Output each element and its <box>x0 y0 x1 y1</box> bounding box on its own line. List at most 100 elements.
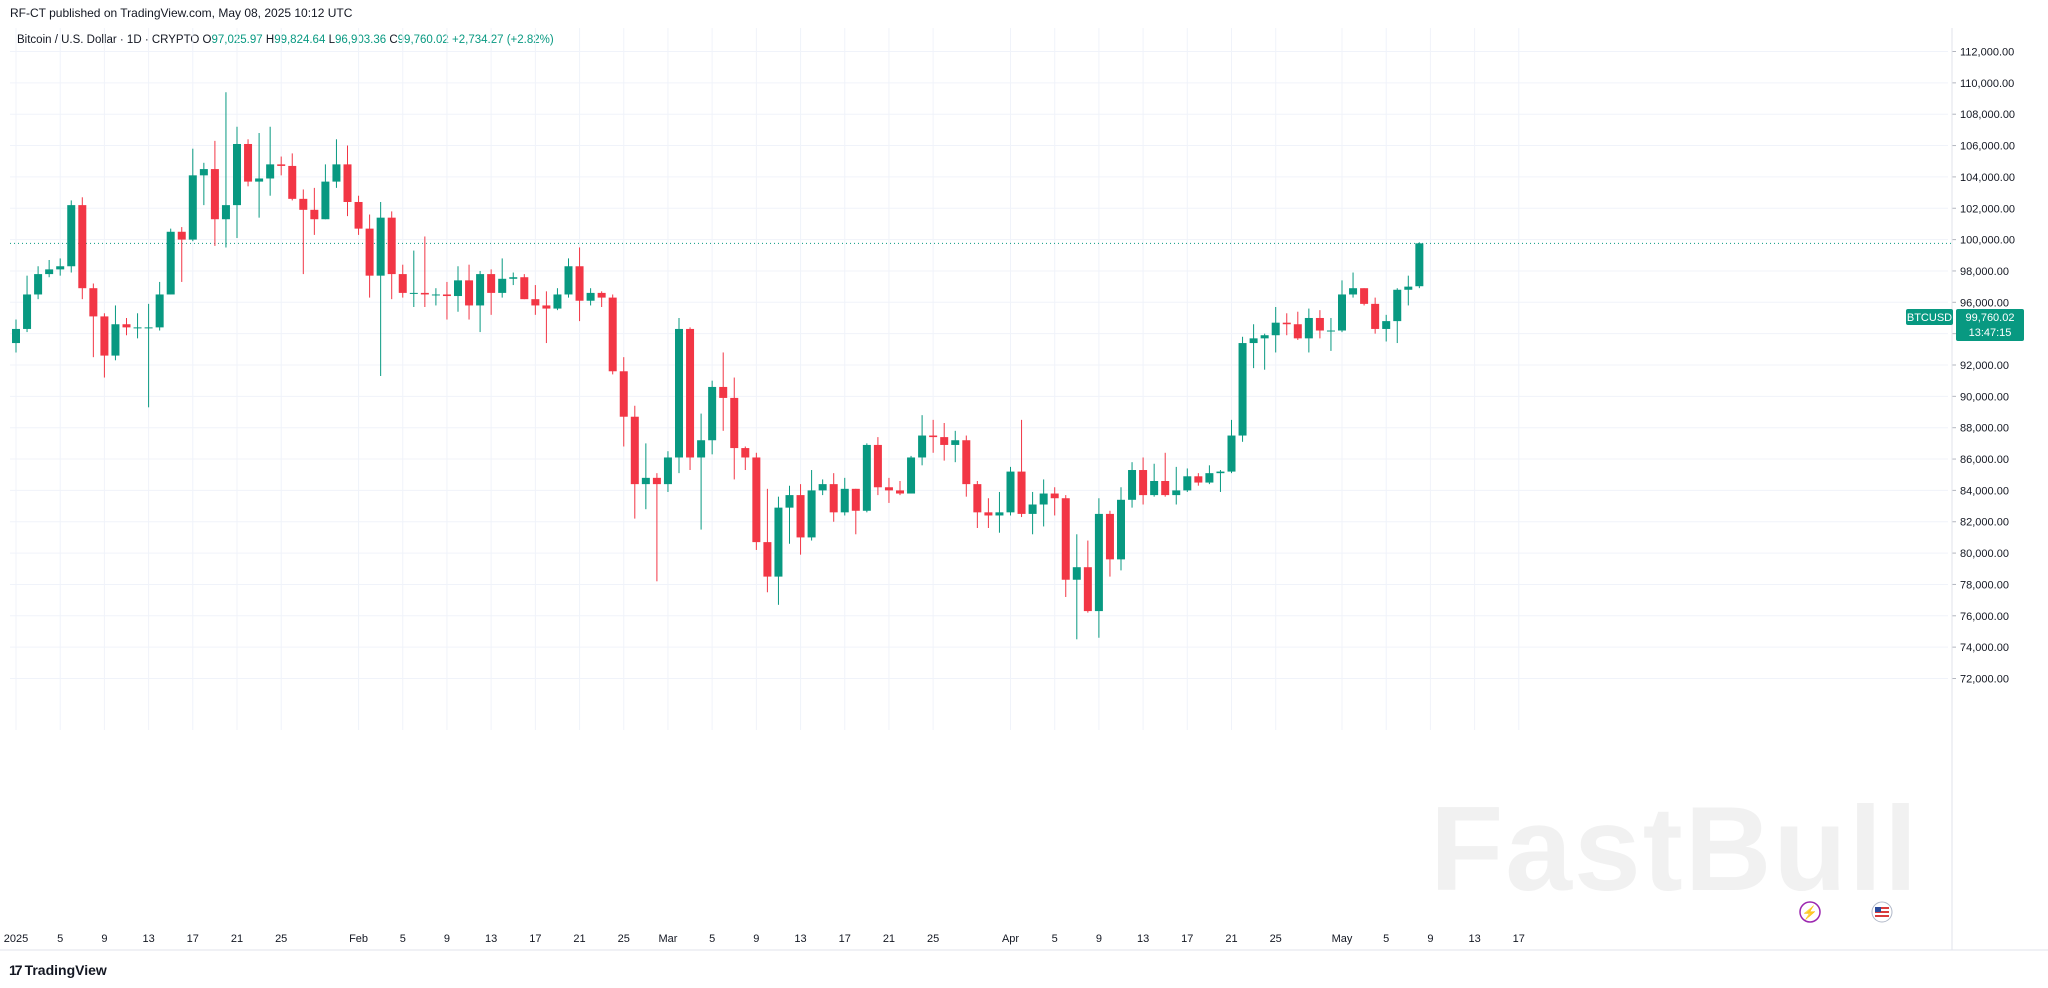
y-tick-label: 92,000.00 <box>1960 360 2009 372</box>
candle-body-up <box>1349 288 1358 295</box>
candle-body-up <box>1238 343 1247 436</box>
x-tick-label: 17 <box>187 933 199 945</box>
candle <box>387 211 396 300</box>
tradingview-footer[interactable]: 17 TradingView <box>9 962 107 978</box>
candle <box>255 133 264 218</box>
countdown-text: 13:47:15 <box>1969 327 2012 339</box>
candle-body-up <box>1094 513 1103 612</box>
candle-body-down <box>420 292 429 295</box>
candle <box>752 452 761 550</box>
candle-body-down <box>531 299 540 306</box>
x-tick-label: 5 <box>57 933 63 945</box>
candle <box>1006 466 1015 516</box>
x-tick-label: 2025 <box>4 933 28 945</box>
candle <box>398 264 407 298</box>
symbol-title[interactable]: Bitcoin / U.S. Dollar · 1D · CRYPTO <box>17 34 200 46</box>
candle-body-down <box>177 231 186 240</box>
candle <box>454 266 462 312</box>
candle <box>288 153 297 201</box>
high-label: H <box>265 34 275 46</box>
candle <box>431 288 440 306</box>
candle-body-down <box>210 169 219 220</box>
candle <box>100 313 109 378</box>
candle-body-up <box>199 169 208 176</box>
y-tick-label: 84,000.00 <box>1960 485 2009 497</box>
candle-body-up <box>431 294 440 296</box>
candle <box>962 435 971 497</box>
candle <box>1183 468 1192 492</box>
candle-body-down <box>796 495 805 538</box>
time-axis[interactable]: 2025 5 9 13 17 21 25 Feb 5 9 13 17 21 25 Mar 5 9 13 17 21 25… <box>0 933 2048 951</box>
candle <box>708 380 717 455</box>
candle <box>608 294 617 375</box>
candle <box>45 259 54 278</box>
candle <box>652 473 661 582</box>
candle-body-up <box>255 178 264 182</box>
candle <box>78 197 87 300</box>
candle <box>785 485 794 544</box>
candle-body-up <box>1326 330 1335 332</box>
candle <box>498 258 507 298</box>
candle-body-down <box>1139 470 1148 496</box>
ticker-badge-text: BTCUSD <box>1907 312 1952 324</box>
x-tick-label: Mar <box>658 933 677 945</box>
candle-body-up <box>553 294 562 309</box>
candle <box>277 156 286 176</box>
flag-stripes <box>1875 907 1889 917</box>
candle <box>929 419 938 453</box>
y-tick-label: 100,000.00 <box>1960 235 2015 247</box>
y-tick-label: 80,000.00 <box>1960 548 2009 560</box>
price-axis[interactable]: 72,000.00 74,000.00 76,000.00 78,000.00 80,0… <box>1951 28 2015 950</box>
x-tick-label: 13 <box>794 933 806 945</box>
candle <box>1315 310 1324 339</box>
y-tick-label: 90,000.00 <box>1960 391 2009 403</box>
candle-body-up <box>111 324 120 356</box>
y-tick-label: 86,000.00 <box>1960 454 2009 466</box>
candle-body-down <box>619 371 628 417</box>
candle <box>763 488 772 593</box>
candle-body-up <box>697 440 706 458</box>
candle-body-down <box>1061 498 1070 580</box>
candle-body-down <box>741 448 750 458</box>
candle <box>144 303 153 408</box>
candle <box>995 491 1004 533</box>
candle-body-down <box>398 274 407 293</box>
candle <box>1028 491 1037 535</box>
candle-body-up <box>12 328 20 344</box>
candle-body-down <box>730 397 739 449</box>
candle <box>520 274 529 300</box>
candle-body-up <box>862 444 871 511</box>
lightning-event-icon[interactable] <box>1799 901 1821 923</box>
candle <box>730 377 739 480</box>
candle <box>884 477 893 503</box>
candle-body-down <box>310 209 319 220</box>
candle-body-up <box>1338 294 1346 331</box>
candle-body-up <box>321 181 330 220</box>
candle-body-up <box>1249 338 1258 344</box>
candle <box>376 201 385 376</box>
x-tick-label: 21 <box>883 933 895 945</box>
candle <box>166 228 175 295</box>
candle-body-down <box>940 437 949 445</box>
candle <box>818 479 827 496</box>
y-tick-label: 106,000.00 <box>1960 141 2015 153</box>
x-tick-label: 13 <box>485 933 497 945</box>
open-label: O <box>202 34 212 46</box>
x-tick-label: Apr <box>1002 933 1019 945</box>
candle <box>1360 288 1369 306</box>
candle-body-up <box>23 294 32 329</box>
x-tick-label: 17 <box>839 933 851 945</box>
candle <box>12 319 20 353</box>
candle <box>774 496 783 605</box>
candle-body-down <box>1083 567 1092 612</box>
candle-body-up <box>221 205 230 220</box>
x-tick-label: 9 <box>1427 933 1433 945</box>
candle-body-up <box>1117 499 1125 560</box>
candle <box>675 317 683 474</box>
grid <box>10 28 1948 730</box>
x-tick-label: 21 <box>231 933 243 945</box>
candle <box>663 451 672 492</box>
x-tick-label: 5 <box>1052 933 1058 945</box>
candle <box>1238 336 1247 442</box>
